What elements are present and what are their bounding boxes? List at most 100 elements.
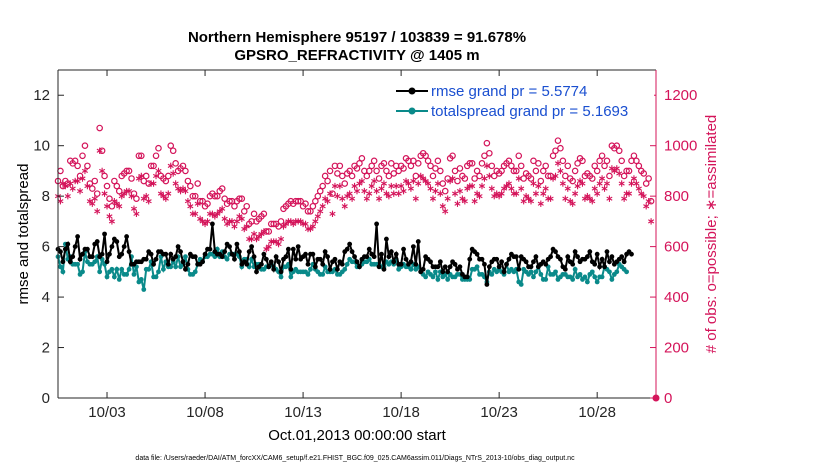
rmse-point (445, 269, 451, 275)
possible-obs-point (380, 160, 388, 167)
rmse-point (352, 254, 357, 260)
legend-box (392, 80, 654, 124)
assimilated-obs-point (648, 218, 655, 225)
assimilated-obs-point (224, 220, 231, 228)
possible-obs-point (133, 195, 140, 202)
y-left-tick-label: 8 (42, 188, 50, 205)
assimilated-obs-point (432, 187, 439, 195)
rmse-point (543, 261, 549, 267)
assimilated-obs-point (407, 185, 414, 192)
assimilated-obs-point (287, 218, 294, 225)
assimilated-obs-point (228, 218, 236, 225)
assimilated-obs-point (111, 198, 118, 205)
possible-obs-point (302, 200, 309, 208)
possible-obs-point (488, 162, 496, 170)
rmse-point (283, 254, 289, 260)
assimilated-obs-point (402, 177, 410, 185)
rmse-point (276, 259, 281, 265)
assimilated-obs-point (187, 203, 194, 210)
possible-obs-point (89, 185, 96, 192)
possible-obs-point (115, 187, 123, 195)
rmse-point (415, 239, 421, 244)
possible-obs-point (162, 177, 170, 185)
assimilated-obs-point (496, 192, 503, 200)
assimilated-obs-point (378, 185, 385, 192)
assimilated-obs-point (356, 180, 363, 187)
possible-obs-point (182, 167, 189, 175)
rmse-point (374, 221, 380, 227)
possible-obs-point (449, 152, 456, 160)
possible-obs-point (338, 172, 346, 180)
spread-point (609, 277, 615, 282)
assimilated-obs-point (268, 238, 275, 245)
rmse-point (168, 251, 174, 257)
assimilated-obs-point (488, 185, 495, 192)
rmse-point (70, 254, 76, 260)
possible-obs-point (231, 202, 238, 210)
assimilated-obs-point (434, 180, 441, 187)
assimilated-obs-point (366, 190, 373, 197)
rmse-point (548, 254, 554, 260)
rmse-point (173, 254, 179, 260)
assimilated-obs-point (143, 192, 150, 200)
possible-obs-point (275, 223, 282, 230)
possible-obs-point (478, 160, 486, 167)
possible-obs-point (412, 172, 420, 180)
rmse-point (366, 246, 372, 252)
rmse-point (413, 261, 419, 267)
possible-obs-point (383, 167, 390, 175)
spread-point (124, 271, 130, 277)
possible-obs-point (353, 165, 361, 172)
assimilated-obs-point (263, 245, 270, 253)
spread-point (58, 264, 63, 270)
assimilated-obs-point (341, 203, 348, 210)
assimilated-obs-point (611, 167, 618, 175)
spread-point (435, 277, 441, 282)
rmse-point (126, 249, 132, 255)
assimilated-obs-point (285, 218, 292, 225)
spread-point (572, 266, 578, 272)
spread-point (305, 271, 311, 277)
rmse-point (151, 261, 156, 267)
spread-point (553, 269, 558, 275)
spread-point (408, 266, 414, 272)
possible-obs-point (451, 167, 459, 175)
rmse-point (592, 261, 598, 267)
rmse-point (533, 254, 539, 260)
spread-point (141, 287, 147, 292)
assimilated-obs-point (148, 180, 155, 187)
rmse-point (504, 261, 509, 267)
rmse-point (114, 239, 120, 244)
assimilated-obs-point (415, 180, 422, 187)
assimilated-obs-point (449, 175, 456, 182)
assimilated-obs-point (204, 218, 211, 225)
assimilated-obs-point (640, 192, 647, 200)
assimilated-obs-point (581, 195, 588, 202)
rmse-point (310, 251, 316, 257)
rmse-point (347, 241, 353, 247)
possible-obs-point (294, 197, 302, 205)
assimilated-obs-point (86, 198, 93, 205)
y-axis-left-label: rmse and totalspread (15, 164, 32, 305)
assimilated-obs-point (57, 198, 64, 205)
rmse-point (261, 251, 267, 257)
rmse-point (388, 249, 394, 255)
rmse-point (285, 246, 291, 252)
plot-area (58, 70, 656, 398)
spread-point (75, 261, 81, 267)
rmse-point (513, 254, 519, 260)
assimilated-obs-point (138, 172, 145, 180)
spread-point (92, 259, 98, 265)
rmse-point (420, 266, 426, 272)
rmse-point (67, 259, 73, 265)
rmse-point (354, 259, 360, 265)
possible-obs-point (515, 152, 523, 160)
possible-obs-point (579, 157, 586, 165)
rmse-point (401, 246, 406, 252)
rmse-point (594, 251, 600, 257)
spread-point (138, 277, 144, 282)
rmse-point (602, 264, 607, 270)
rmse-point (384, 236, 389, 242)
assimilated-obs-point (481, 175, 488, 182)
possible-obs-point (596, 157, 603, 165)
